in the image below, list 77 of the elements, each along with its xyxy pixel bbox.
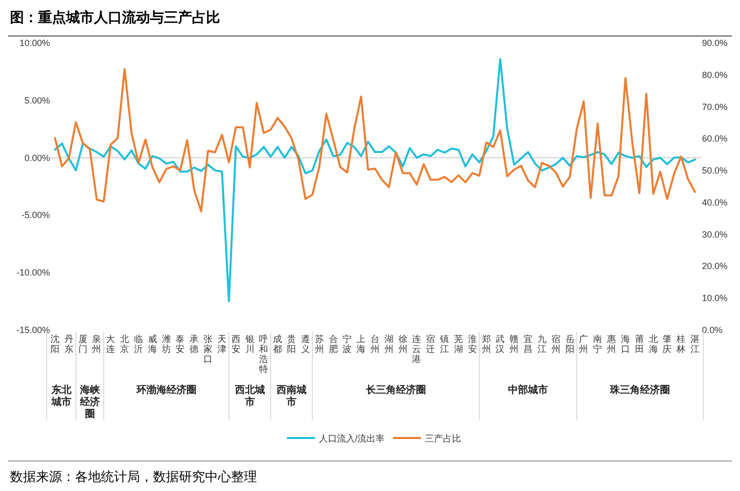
x-tick-label: 宜昌 (524, 334, 533, 354)
x-tick-label: 宁波 (342, 334, 352, 354)
x-tick-label: 宿州 (551, 334, 560, 354)
x-tick-label: 泉州 (92, 334, 102, 354)
x-tick-label: 赣州 (510, 334, 519, 354)
x-tick-label: 大连 (106, 334, 116, 354)
text: 中部城市 (508, 384, 548, 396)
x-tick-label: 天津 (217, 334, 226, 354)
y2-tick-label: 30.0% (702, 229, 728, 240)
x-tick-label: 临沂 (134, 334, 143, 354)
y2-tick-label: 70.0% (702, 102, 728, 112)
x-tick-label: 上海 (356, 334, 366, 354)
x-tick-label: 淮安 (468, 334, 477, 354)
text: 珠三角经济圈 (609, 384, 670, 396)
y2-tick-label: 0.0% (702, 325, 723, 335)
x-tick-label: 九江 (537, 334, 546, 354)
x-tick-label: 潍坊 (160, 334, 171, 354)
x-tick-label: 徐州 (398, 334, 408, 354)
x-tick-label: 承德 (190, 334, 199, 354)
y2-tick-label: 50.0% (702, 166, 728, 176)
text: 西南城市 (276, 384, 307, 408)
x-tick-label: 苏州 (314, 334, 324, 354)
x-tick-label: 湖州 (384, 334, 394, 354)
y2-tick-label: 80.0% (702, 70, 728, 80)
x-tick-label: 芜湖 (454, 334, 463, 354)
x-tick-label: 沈阳 (50, 334, 60, 354)
x-tick-label: 贵阳 (287, 334, 296, 354)
text: 东北城市 (50, 384, 72, 408)
y2-tick-label: 40.0% (702, 197, 728, 208)
x-tick-label: 北京 (120, 334, 130, 354)
x-tick-label: 丹东 (64, 334, 74, 354)
x-tick-label: 镇江 (439, 334, 450, 354)
x-tick-label: 郑州 (482, 334, 491, 354)
x-tick-label: 合肥 (328, 334, 338, 354)
x-tick-label: 武汉 (496, 334, 505, 354)
x-tick-label: 台州 (370, 334, 380, 354)
text: 环渤海经济圈 (135, 384, 196, 396)
source-note: 数据来源：各地统计局，数据研究中心整理 (10, 469, 257, 484)
x-tick-label: 肇庆 (662, 334, 672, 354)
x-tick-label: 惠州 (606, 334, 616, 354)
line-series (54, 58, 696, 302)
x-tick-label: 宿迁 (426, 334, 436, 354)
y-tick-label: 5.00% (24, 95, 50, 106)
x-tick-label: 南宁 (593, 334, 602, 354)
text: 长三角经济圈 (364, 384, 426, 396)
y2-tick-label: 90.0% (702, 38, 728, 48)
y-tick-label: 10.00% (19, 38, 50, 48)
text: 西北城市 (234, 384, 265, 408)
y-tick-label: 0.00% (24, 152, 50, 163)
y-tick-label: -5.00% (21, 210, 50, 220)
x-tick-label: 银川 (244, 334, 254, 354)
x-tick-label: 莆田 (634, 334, 644, 354)
y2-tick-label: 10.0% (702, 293, 728, 304)
y2-tick-label: 20.0% (702, 261, 728, 272)
x-tick-label: 呼和浩特 (259, 334, 268, 374)
x-tick-label: 西安 (231, 334, 240, 354)
legend-label: 人口流入/流出率 (319, 434, 385, 444)
y2-tick-label: 60.0% (702, 134, 728, 144)
x-tick-label: 湛江 (690, 334, 700, 354)
x-tick-label: 厦门 (78, 334, 88, 354)
text: 海峡经济圈 (78, 384, 101, 420)
chart-title: 图：重点城市人口流动与三产占比 (10, 9, 220, 25)
x-tick-label: 桂林 (676, 334, 686, 354)
x-tick-label: 海口 (620, 334, 630, 354)
y-tick-label: -15.00% (16, 325, 50, 335)
legend-label: 三产占比 (425, 434, 461, 444)
x-tick-label: 成都 (273, 334, 282, 354)
x-tick-label: 北海 (648, 334, 658, 354)
x-tick-label: 遵义 (300, 334, 310, 354)
x-tick-label: 连云港 (412, 334, 422, 364)
x-tick-label: 岳阳 (565, 334, 574, 354)
x-tick-label: 泰安 (176, 334, 185, 354)
y-tick-label: -10.00% (16, 268, 50, 278)
x-tick-label: 威海 (148, 334, 157, 354)
x-tick-label: 广州 (579, 334, 588, 354)
x-tick-label: 张家口 (204, 334, 213, 364)
line-series (54, 68, 696, 212)
